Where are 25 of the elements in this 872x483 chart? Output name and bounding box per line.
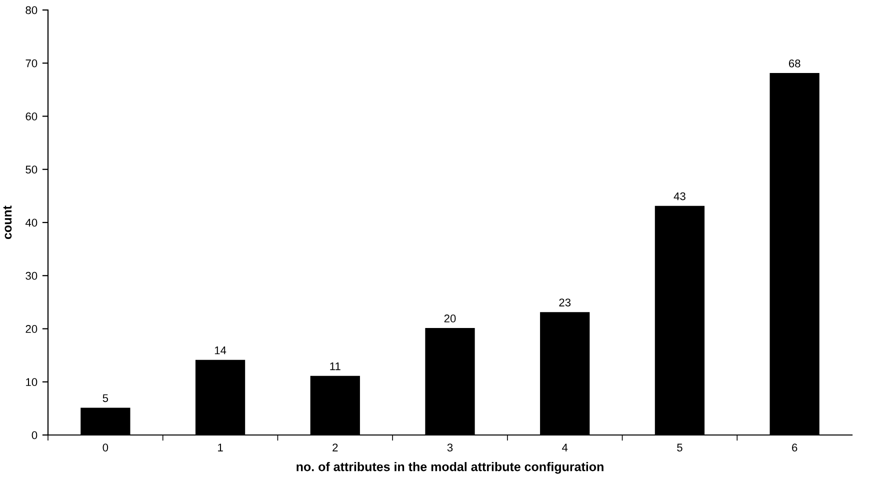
x-axis-title: no. of attributes in the modal attribute configuration xyxy=(296,462,604,474)
y-tick-label: 20 xyxy=(26,325,38,333)
data-label: 5 xyxy=(102,394,108,402)
data-label: 23 xyxy=(559,298,571,306)
data-label: 43 xyxy=(674,192,686,200)
x-tick-label: 3 xyxy=(447,444,453,452)
y-tick-label: 10 xyxy=(26,378,38,386)
y-tick-label: 40 xyxy=(25,218,38,227)
y-tick-label: 70 xyxy=(26,59,38,68)
y-tick-label: 80 xyxy=(26,6,38,14)
x-tick-label: 1 xyxy=(218,444,223,452)
y-tick-label: 30 xyxy=(26,272,38,280)
x-tick-label: 4 xyxy=(562,444,568,452)
y-axis-title: count xyxy=(3,206,12,240)
y-tick-label: 50 xyxy=(26,166,38,174)
x-tick-label: 0 xyxy=(102,444,108,452)
x-tick-label: 5 xyxy=(677,444,682,452)
y-tick-label: 60 xyxy=(26,112,38,120)
x-tick-label: 6 xyxy=(792,444,798,452)
x-tick-label: 2 xyxy=(332,444,338,452)
data-label: 20 xyxy=(444,314,456,322)
data-label: 68 xyxy=(788,60,800,68)
data-label: 11 xyxy=(330,362,340,370)
data-label: 14 xyxy=(214,346,226,354)
y-tick-label: 0 xyxy=(32,431,38,440)
